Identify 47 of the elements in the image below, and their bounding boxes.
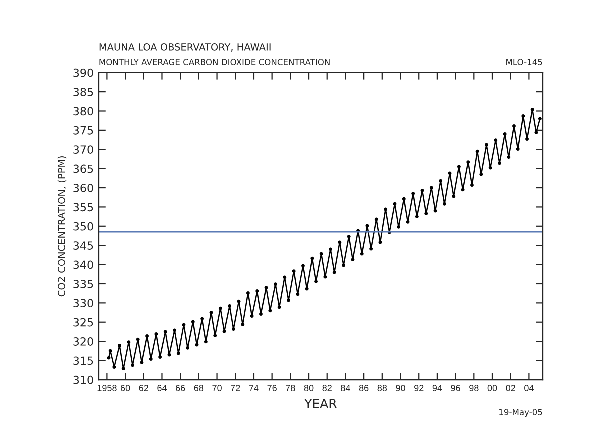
x-tick-label: 88 [378,385,388,392]
x-tick-label: 74 [249,385,259,392]
x-tick-label: 90 [396,385,406,392]
x-tick-label: 64 [158,385,167,392]
x-tick-label: 78 [286,385,296,392]
x-tick-label: 62 [139,385,148,392]
y-tick-label: 335 [74,280,94,288]
x-axis-title: YEAR [304,399,337,408]
y-tick-label: 310 [74,376,94,384]
y-tick-label: 340 [74,260,94,270]
text: MLO-145 [506,59,542,66]
y-axis-title: CO2 CONCENTRATION, (PPM) [58,156,67,297]
x-tick-label: 84 [341,385,350,392]
x-tick-label: 04 [524,385,534,392]
x-tick-label: 60 [120,385,130,392]
y-tick-label: 360 [74,184,94,192]
x-tick-label: 86 [359,385,369,392]
y-tick-label: 355 [74,203,94,212]
x-tick-label: 96 [451,385,460,392]
y-tick-label: 370 [74,146,94,154]
chart-title: MAUNA LOA OBSERVATORY, HAWAII [100,44,271,52]
chart-subtitle: MONTHLY AVERAGE CARBON DIOXIDE CONCENTRATION [100,59,330,66]
x-tick-label: 00 [488,385,498,392]
y-tick-label: 390 [74,68,94,78]
x-tick-label: 66 [176,385,186,392]
x-tick-label: 1958 [98,385,117,392]
y-tick-label: 320 [74,338,94,346]
text: 19-May-05 [500,409,542,418]
x-tick-label: 02 [506,385,516,392]
x-tick-label: 70 [212,385,222,392]
y-tick-label: 365 [74,164,94,174]
y-tick-label: 330 [74,299,94,308]
x-tick-label: 72 [231,385,240,392]
y-tick-label: 345 [74,242,94,250]
x-tick-label: 80 [304,385,314,392]
y-tick-label: 315 [74,356,94,366]
y-tick-label: 350 [74,222,94,231]
y-tick-label: 385 [74,88,94,96]
x-tick-label: 82 [322,385,332,392]
y-tick-label: 380 [74,107,94,116]
x-tick-label: 76 [268,385,277,392]
x-tick-label: 68 [194,385,204,392]
x-tick-label: 94 [432,385,442,392]
x-tick-label: 98 [470,385,479,392]
y-tick-label: 375 [74,126,94,135]
x-tick-label: 92 [414,385,424,392]
y-tick-label: 325 [74,318,94,327]
